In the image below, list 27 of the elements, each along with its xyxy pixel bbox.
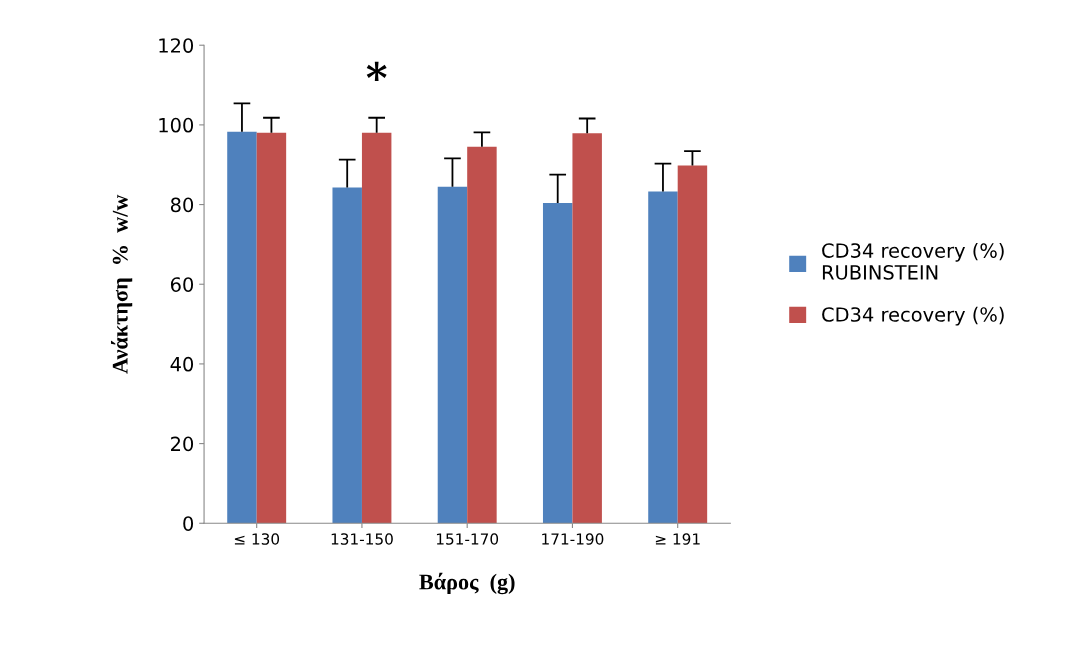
y-tick-label: 60 [170,277,194,292]
x-tick-label: 151-170 [436,533,499,545]
bar [437,186,468,524]
bar [361,132,392,524]
bar [332,187,362,524]
legend-label: CD34 recovery (%) [822,306,1004,326]
y-tick-label: 0 [183,516,194,531]
y-tick-label: 20 [171,436,194,452]
x-tick-label: ≥ 191 [655,533,700,545]
bar [256,132,287,524]
x-tick-label: 171-190 [542,533,604,545]
bar [542,202,573,524]
y-tick-label: 40 [170,356,194,372]
x-tick-label: ≤ 130 [234,533,280,545]
x-tick-label: 131-150 [331,533,393,545]
legend-label: CD34 recovery (%) RUBINSTEIN [822,242,1004,280]
bar [648,191,678,524]
bar [572,133,602,524]
y-tick-label: 120 [159,38,194,53]
x-axis-title: Βάρος (g) [419,572,515,595]
bar [677,165,708,524]
y-axis-title: Ανάκτηση % w/w [110,194,133,374]
annotation: * [366,61,387,81]
y-tick-label: 100 [159,117,194,133]
y-tick-label: 80 [170,197,194,213]
bar [467,146,497,524]
bar [227,131,257,524]
